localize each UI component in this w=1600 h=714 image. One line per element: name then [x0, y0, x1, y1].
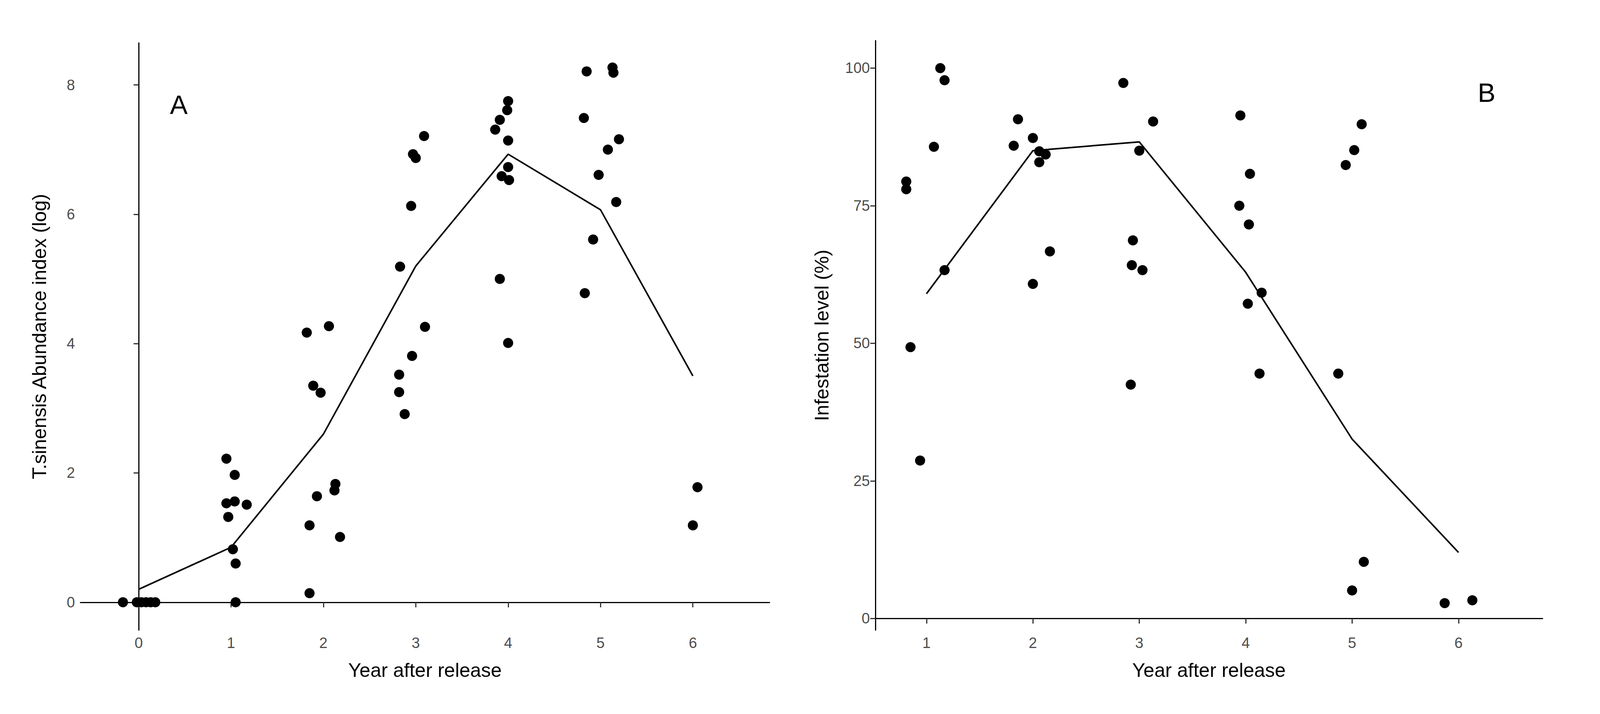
svg-text:6: 6	[66, 206, 75, 223]
svg-text:Year after release: Year after release	[1132, 659, 1286, 682]
svg-text:5: 5	[1348, 635, 1357, 652]
svg-text:T.sinensis Abundance index (lo: T.sinensis Abundance index (log)	[28, 193, 51, 480]
svg-text:2: 2	[319, 635, 328, 652]
svg-text:Infestation level (%): Infestation level (%)	[810, 249, 833, 422]
svg-text:1: 1	[226, 635, 236, 652]
svg-text:A: A	[169, 89, 188, 120]
svg-text:1: 1	[922, 635, 931, 652]
svg-text:B: B	[1477, 77, 1496, 108]
svg-text:0: 0	[861, 610, 870, 627]
svg-text:75: 75	[853, 197, 870, 215]
svg-text:4: 4	[503, 635, 513, 652]
svg-text:Year after release: Year after release	[348, 659, 502, 682]
svg-text:4: 4	[1241, 635, 1250, 652]
svg-text:25: 25	[853, 473, 870, 490]
svg-text:2: 2	[1028, 635, 1038, 652]
svg-text:50: 50	[853, 335, 870, 352]
svg-text:5: 5	[596, 635, 605, 652]
svg-text:0: 0	[134, 635, 143, 652]
svg-text:0: 0	[66, 594, 75, 611]
svg-text:100: 100	[845, 59, 870, 77]
svg-text:3: 3	[1135, 635, 1144, 652]
svg-text:6: 6	[1454, 635, 1463, 652]
svg-text:3: 3	[411, 635, 420, 652]
svg-text:6: 6	[688, 635, 697, 652]
svg-text:2: 2	[66, 464, 75, 482]
svg-text:8: 8	[66, 76, 75, 94]
svg-text:4: 4	[66, 335, 75, 352]
